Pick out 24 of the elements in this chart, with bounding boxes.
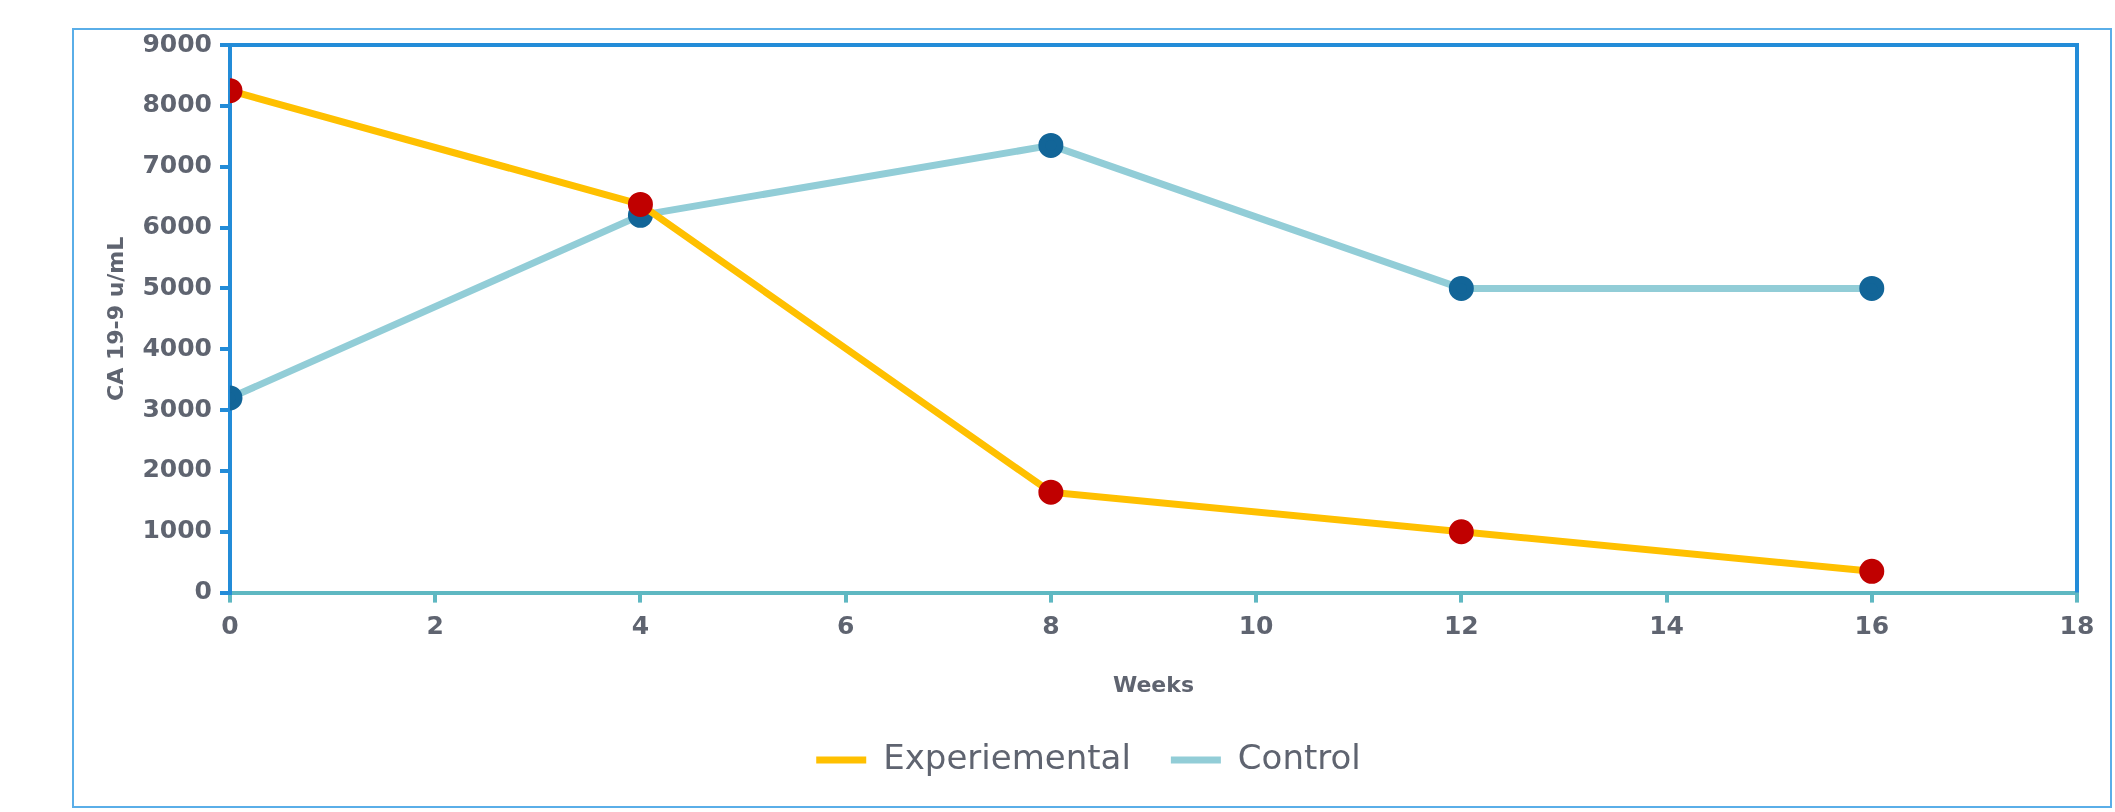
x-tick-label: 14 <box>1649 611 1684 641</box>
x-tick-label: 10 <box>1238 611 1274 641</box>
x-tick-label: 12 <box>1443 611 1479 641</box>
y-tick-label: 3000 <box>142 393 212 423</box>
x-tick-label: 0 <box>221 611 239 641</box>
y-tick-label: 1000 <box>142 515 212 545</box>
x-tick-label: 18 <box>2059 611 2095 641</box>
x-tick-label: 2 <box>426 611 444 641</box>
y-tick-label: 6000 <box>142 211 212 241</box>
legend-label: Experiemental <box>883 736 1131 777</box>
y-tick-label: 4000 <box>142 332 212 362</box>
y-axis-title: CA 19-9 u/mL <box>102 236 128 401</box>
y-tick-label: 2000 <box>142 454 212 484</box>
x-tick-label: 4 <box>631 611 650 641</box>
y-tick-label: 5000 <box>142 271 212 301</box>
x-tick-label: 16 <box>1854 611 1890 641</box>
legend-label: Control <box>1237 736 1361 777</box>
x-axis-title: Weeks <box>1112 671 1195 697</box>
x-tick-label: 8 <box>1042 611 1060 641</box>
y-tick-label: 7000 <box>142 150 212 180</box>
x-tick-label: 6 <box>836 611 855 641</box>
y-tick-label: 8000 <box>142 89 212 119</box>
y-tick-label: 9000 <box>142 28 212 58</box>
y-tick-label: 0 <box>194 576 212 606</box>
